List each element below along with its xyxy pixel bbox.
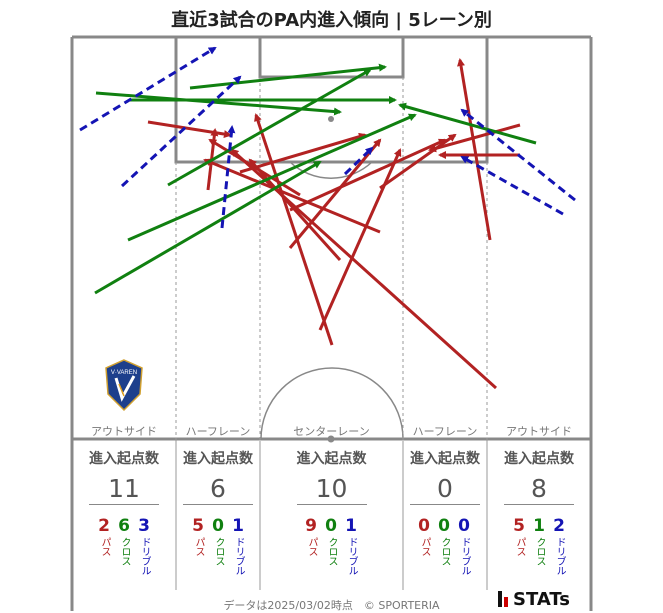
logo-bar-icon <box>504 597 508 607</box>
pass-count: 5 パス <box>513 516 525 556</box>
logo-text: STATs <box>513 589 570 610</box>
stat-divider <box>183 504 253 505</box>
dribble-count: 2 ドリブル <box>553 516 565 575</box>
badge-text: V·VAREN <box>111 370 137 376</box>
lane-breakdown-center: 9 パス 0 クロス 1 ドリブル <box>301 516 361 575</box>
centre-spot <box>327 435 335 443</box>
club-badge: V·VAREN <box>105 359 143 412</box>
stat-divider <box>410 504 480 505</box>
page-title: 直近3試合のPA内進入傾向 | 5レーン別 <box>171 10 492 31</box>
pass-count: 0 パス <box>418 516 430 556</box>
cross-count: 6 クロス <box>118 516 130 566</box>
lane-stats-right-outside: 進入起点数 8 <box>487 448 591 505</box>
data-credit-footer: データは2025/03/02時点 © SPORTERIA <box>223 599 440 612</box>
cross-count: 0 クロス <box>212 516 224 566</box>
penalty-arc <box>289 161 373 179</box>
green-cross-arrows <box>94 63 537 295</box>
dribble-count: 1 ドリブル <box>232 516 244 575</box>
entry-count-total: 6 <box>210 474 226 503</box>
entry-count-header: 進入起点数 <box>410 451 480 467</box>
stat-divider <box>504 504 574 505</box>
goal-area <box>258 35 405 79</box>
cross-count: 1 クロス <box>533 516 545 566</box>
centre-circle <box>260 367 404 440</box>
logo-bar-icon <box>498 591 502 607</box>
lane-stats-center: 進入起点数 10 <box>260 448 403 505</box>
lane-label-left-outside: アウトサイド <box>91 425 157 438</box>
entry-count-total: 10 <box>315 474 348 503</box>
lane-label-left-halfspace: ハーフレーン <box>185 425 251 438</box>
lane-label-center: センターレーン <box>293 425 370 438</box>
dribble-count: 3 ドリブル <box>138 516 150 575</box>
dribble-count: 0 ドリブル <box>458 516 470 575</box>
lane-stats-right-halfspace: 進入起点数 0 <box>403 448 487 505</box>
entry-count-header: 進入起点数 <box>183 451 253 467</box>
lane-breakdown-left-outside: 2 パス 6 クロス 3 ドリブル <box>94 516 154 575</box>
lane-stats-left-outside: 進入起点数 11 <box>72 448 176 505</box>
lane-label-right-halfspace: ハーフレーン <box>412 425 478 438</box>
lane-stats-left-halfspace: 進入起点数 6 <box>176 448 260 505</box>
entry-count-total: 8 <box>531 474 547 503</box>
blue-dribble-arrows <box>79 46 576 229</box>
entry-count-header: 進入起点数 <box>89 451 159 467</box>
stat-divider <box>89 504 159 505</box>
entry-count-header: 進入起点数 <box>296 451 367 467</box>
pitch-lines <box>70 35 593 611</box>
stat-divider <box>296 504 367 505</box>
cross-count: 0 クロス <box>438 516 450 566</box>
pass-count: 2 パス <box>98 516 110 556</box>
lane-label-right-outside: アウトサイド <box>506 425 572 438</box>
red-pass-arrows <box>147 58 521 390</box>
cross-count: 0 クロス <box>325 516 337 566</box>
stats-logo: STATs <box>498 589 570 610</box>
stats-dividers <box>175 441 488 590</box>
dribble-count: 1 ドリブル <box>345 516 357 575</box>
entry-count-total: 11 <box>108 474 140 503</box>
pass-count: 5 パス <box>192 516 204 556</box>
penalty-spot <box>328 116 334 122</box>
lane-breakdown-right-halfspace: 0 パス 0 クロス 0 ドリブル <box>414 516 474 575</box>
entry-count-header: 進入起点数 <box>504 451 574 467</box>
lane-breakdown-left-halfspace: 5 パス 0 クロス 1 ドリブル <box>188 516 248 575</box>
lane-breakdown-right-outside: 5 パス 1 クロス 2 ドリブル <box>509 516 569 575</box>
entry-count-total: 0 <box>437 474 453 503</box>
pass-count: 9 パス <box>305 516 317 556</box>
